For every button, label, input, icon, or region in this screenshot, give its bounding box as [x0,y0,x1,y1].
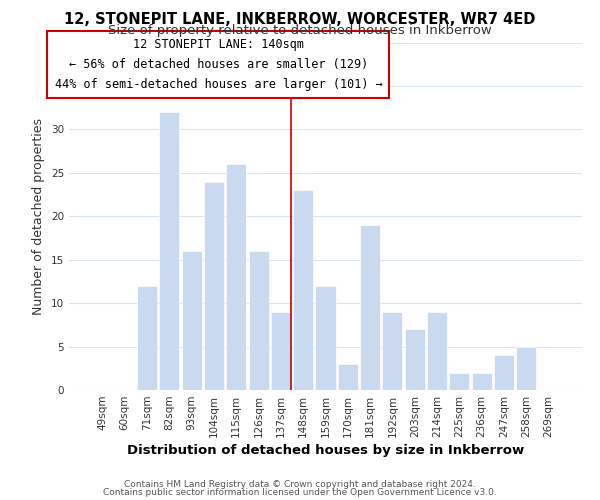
Bar [338,364,358,390]
Text: Size of property relative to detached houses in Inkberrow: Size of property relative to detached ho… [108,24,492,37]
Bar [204,182,224,390]
Bar [494,355,514,390]
Bar [360,225,380,390]
Y-axis label: Number of detached properties: Number of detached properties [32,118,46,315]
Bar [316,286,335,390]
Bar [271,312,291,390]
Bar [248,251,269,390]
Bar [382,312,403,390]
Bar [182,251,202,390]
Bar [516,346,536,390]
X-axis label: Distribution of detached houses by size in Inkberrow: Distribution of detached houses by size … [127,444,524,457]
Bar [293,190,313,390]
Bar [405,329,425,390]
Bar [472,372,492,390]
Bar [137,286,157,390]
Bar [159,112,179,390]
Bar [427,312,447,390]
Text: Contains HM Land Registry data © Crown copyright and database right 2024.: Contains HM Land Registry data © Crown c… [124,480,476,489]
Text: 12 STONEPIT LANE: 140sqm
← 56% of detached houses are smaller (129)
44% of semi-: 12 STONEPIT LANE: 140sqm ← 56% of detach… [55,38,382,90]
Text: 12, STONEPIT LANE, INKBERROW, WORCESTER, WR7 4ED: 12, STONEPIT LANE, INKBERROW, WORCESTER,… [64,12,536,28]
Bar [226,164,246,390]
Text: Contains public sector information licensed under the Open Government Licence v3: Contains public sector information licen… [103,488,497,497]
Bar [449,372,469,390]
